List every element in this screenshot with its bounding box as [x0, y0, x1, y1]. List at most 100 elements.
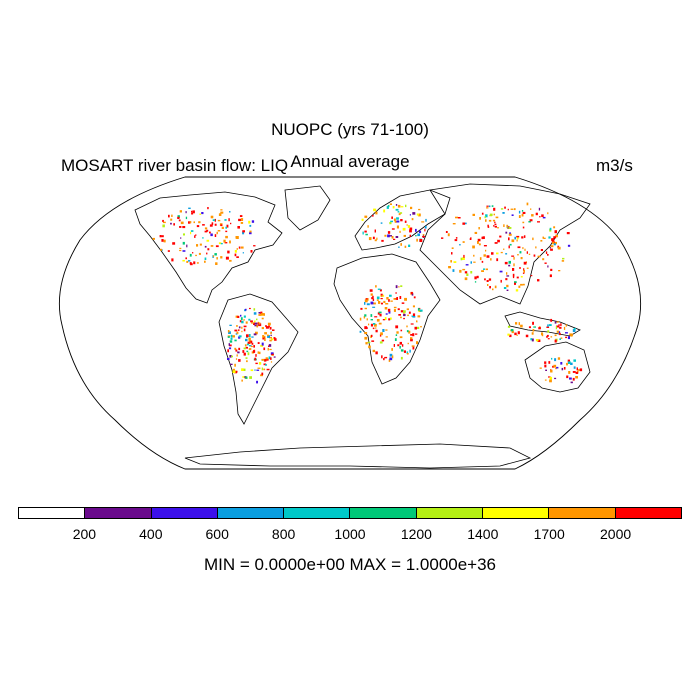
river-flow-cell — [409, 349, 411, 353]
river-flow-cell — [546, 326, 550, 328]
river-flow-cell — [418, 208, 421, 211]
river-flow-cell — [206, 239, 210, 242]
river-flow-cell — [400, 285, 403, 287]
river-flow-cell — [384, 317, 387, 320]
river-flow-cell — [395, 204, 398, 206]
river-flow-cell — [360, 307, 363, 310]
river-flow-cell — [508, 233, 512, 236]
river-flow-cell — [242, 230, 245, 233]
river-flow-cell — [381, 302, 383, 305]
river-flow-cell — [473, 261, 476, 263]
river-flow-cell — [380, 295, 383, 297]
river-flow-cell — [465, 264, 469, 266]
river-flow-cell — [418, 213, 421, 217]
river-flow-cell — [509, 243, 512, 246]
river-flow-cell — [409, 229, 412, 233]
river-flow-cell — [198, 221, 201, 224]
river-flow-cell — [567, 359, 570, 363]
river-flow-cell — [481, 236, 484, 240]
river-flow-cell — [397, 344, 400, 347]
river-flow-cell — [251, 220, 255, 223]
river-flow-cell — [393, 238, 396, 240]
river-flow-cell — [576, 367, 578, 371]
river-flow-cell — [484, 278, 486, 281]
river-flow-cell — [566, 375, 569, 379]
colorbar-swatch — [19, 508, 85, 518]
river-flow-cell — [547, 265, 549, 268]
river-flow-cell — [416, 341, 418, 345]
river-flow-cell — [517, 254, 519, 256]
river-flow-cell — [238, 218, 241, 222]
river-flow-cell — [207, 248, 210, 251]
river-flow-cell — [227, 349, 229, 353]
river-flow-cell — [547, 334, 549, 337]
river-flow-cell — [237, 226, 240, 229]
river-flow-cell — [399, 296, 402, 299]
river-flow-cell — [241, 330, 243, 333]
river-flow-cell — [186, 244, 188, 248]
river-flow-cell — [271, 353, 274, 356]
river-flow-cell — [256, 318, 258, 321]
river-flow-cell — [394, 338, 397, 341]
river-flow-cell — [189, 253, 192, 257]
river-flow-cell — [512, 273, 515, 277]
river-flow-cell — [364, 302, 366, 305]
river-flow-cell — [413, 296, 416, 299]
river-flow-cell — [522, 272, 525, 274]
river-flow-cell — [500, 251, 503, 254]
river-flow-cell — [399, 230, 401, 233]
river-flow-cell — [196, 244, 199, 247]
river-flow-cell — [460, 257, 463, 261]
river-flow-cell — [550, 245, 554, 248]
river-flow-cell — [455, 237, 458, 239]
river-flow-cell — [239, 215, 243, 217]
river-flow-cell — [558, 331, 561, 333]
river-flow-cell — [397, 204, 401, 208]
river-flow-cell — [544, 361, 547, 364]
river-flow-cell — [255, 354, 257, 357]
river-flow-cell — [255, 362, 258, 365]
river-flow-cell — [379, 289, 382, 292]
river-flow-cell — [245, 338, 248, 342]
river-flow-cell — [415, 228, 417, 232]
river-flow-cell — [228, 218, 230, 222]
river-flow-cell — [386, 297, 389, 300]
river-flow-cell — [569, 377, 572, 380]
river-flow-cell — [554, 321, 557, 324]
river-flow-cell — [243, 325, 247, 328]
river-flow-cell — [496, 252, 499, 255]
map-title: NUOPC (yrs 71-100) — [271, 120, 429, 139]
river-flow-cell — [451, 247, 454, 249]
river-flow-cell — [253, 312, 257, 315]
river-flow-cell — [547, 324, 549, 327]
river-flow-cell — [199, 213, 202, 215]
river-flow-cell — [254, 322, 258, 325]
river-flow-cell — [204, 257, 207, 260]
river-flow-cell — [417, 315, 421, 318]
river-flow-cell — [230, 222, 232, 225]
river-flow-cell — [490, 258, 492, 261]
river-flow-cell — [396, 297, 398, 300]
river-flow-cell — [416, 238, 418, 242]
river-flow-cell — [523, 269, 525, 273]
river-flow-cell — [214, 218, 216, 222]
river-flow-cell — [483, 268, 485, 270]
river-flow-cell — [246, 360, 248, 363]
river-flow-cell — [270, 334, 272, 337]
river-flow-cell — [194, 235, 196, 238]
river-flow-cell — [246, 350, 249, 353]
river-flow-cell — [391, 348, 393, 351]
colorbar-swatch — [614, 508, 681, 518]
river-flow-cell — [240, 317, 243, 320]
river-flow-cell — [547, 330, 550, 333]
river-flow-cell — [215, 262, 218, 265]
river-flow-cell — [514, 281, 517, 284]
river-flow-cell — [537, 279, 540, 282]
river-flow-cell — [409, 227, 413, 230]
river-flow-cell — [261, 367, 263, 371]
river-flow-cell — [238, 329, 240, 331]
indonesia-outline — [504, 311, 581, 337]
river-flow-cell — [547, 338, 550, 340]
river-flow-cell — [518, 322, 520, 326]
river-flow-cell — [250, 345, 253, 348]
